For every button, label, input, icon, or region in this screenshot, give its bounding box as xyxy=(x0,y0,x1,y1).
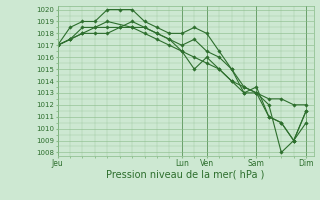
X-axis label: Pression niveau de la mer( hPa ): Pression niveau de la mer( hPa ) xyxy=(107,170,265,180)
